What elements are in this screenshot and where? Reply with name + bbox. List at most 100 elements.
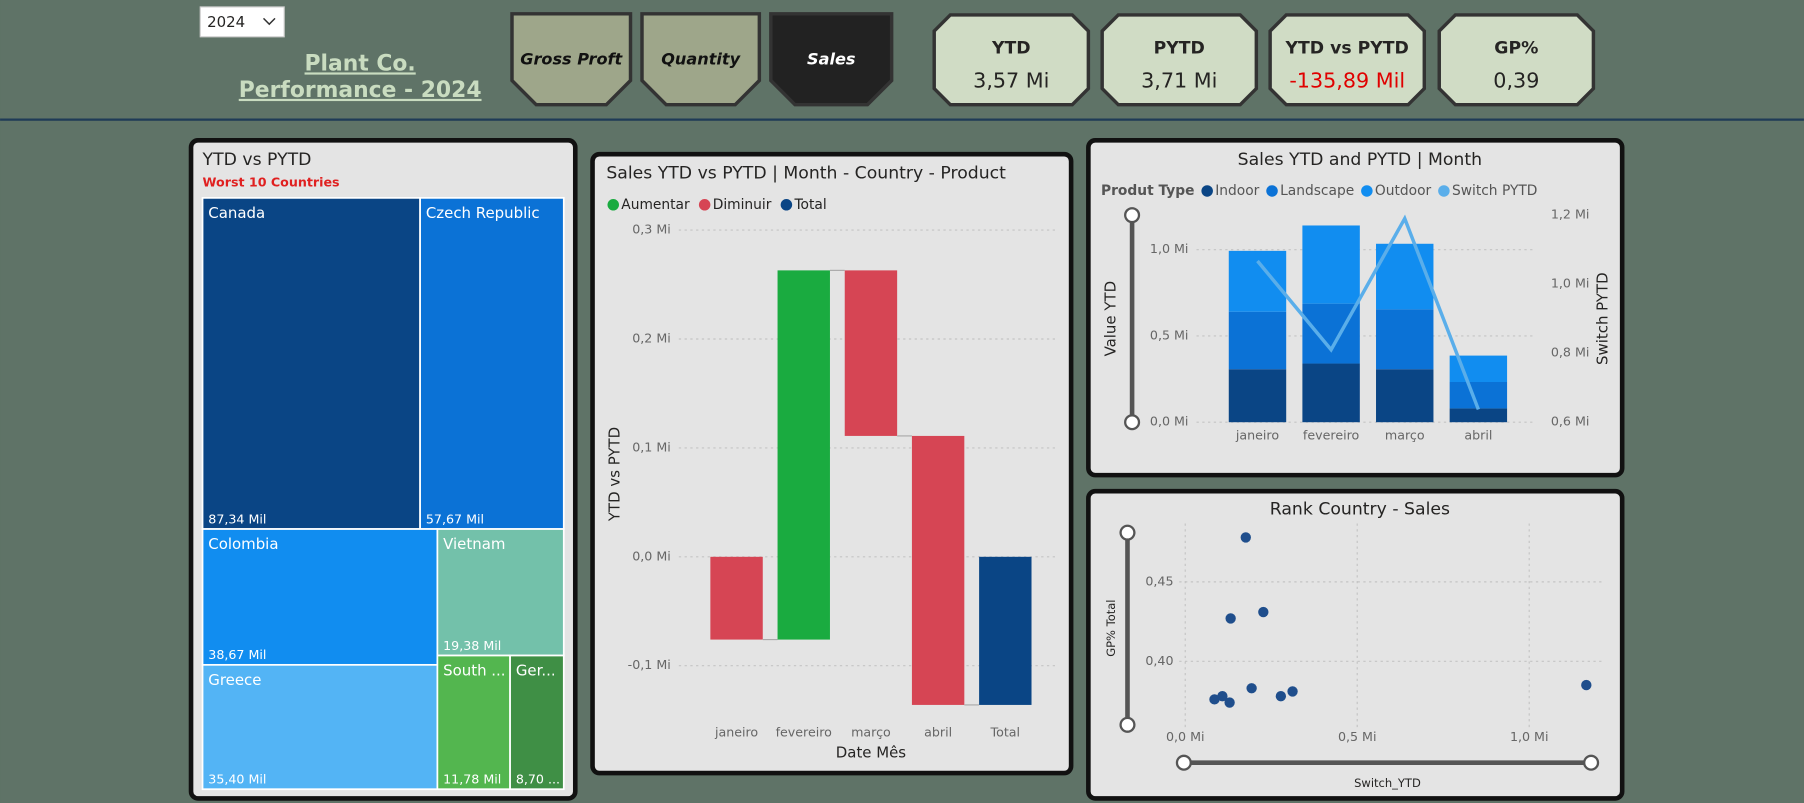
slider-handle[interactable]	[1124, 207, 1141, 224]
legend-swatch	[607, 199, 619, 211]
slider-handle[interactable]	[1583, 754, 1600, 771]
slider-handle[interactable]	[1175, 754, 1192, 771]
x-tick-label: 1,0 Mi	[1510, 729, 1549, 744]
legend-label: Aumentar	[621, 197, 690, 213]
y-tick-label: 1,0 Mi	[1150, 241, 1189, 256]
legend-label: Outdoor	[1375, 183, 1432, 199]
y2-tick-label: 1,2 Mi	[1551, 207, 1590, 222]
y-axis-title: GP% Total	[1104, 599, 1118, 656]
chart-title: YTD vs PYTD	[202, 150, 312, 170]
kpi-value: 0,39	[1493, 69, 1539, 93]
tile-label: South ...	[443, 662, 505, 680]
chart-title: Sales YTD vs PYTD | Month - Country - Pr…	[606, 164, 1006, 184]
slicer-button[interactable]	[510, 12, 633, 107]
page-title: Plant Co.	[305, 51, 416, 76]
combo-slider[interactable]	[1124, 207, 1141, 431]
bar	[979, 556, 1032, 705]
treemap-tile	[509, 654, 565, 791]
bar-segment	[1302, 363, 1360, 423]
y-tick-label: 0,2 Mi	[632, 330, 671, 345]
scatter-point	[1246, 683, 1257, 694]
select-chevron	[262, 17, 276, 26]
slider-handle[interactable]	[1119, 524, 1136, 541]
slicer-button-label[interactable]: Quantity	[661, 49, 741, 68]
y-tick-label: 0,0 Mi	[632, 548, 671, 563]
kpi-label: PYTD	[1154, 38, 1205, 58]
legend-swatch	[1266, 185, 1278, 197]
y-axis-title: Value YTD	[1101, 281, 1119, 357]
legend-label: Landscape	[1280, 183, 1354, 199]
scatter-point	[1258, 606, 1269, 618]
x-tick-label: abril	[924, 724, 952, 739]
x-tick-label: janeiro	[714, 724, 758, 739]
legend-swatch	[1201, 185, 1213, 197]
y2-tick-label: 0,6 Mi	[1551, 414, 1590, 429]
scatter-point	[1581, 679, 1592, 691]
treemap-tile	[201, 528, 439, 666]
slider-handle[interactable]	[1124, 414, 1141, 431]
slider-handle[interactable]	[1119, 716, 1136, 733]
x-tick-label: janeiro	[1235, 428, 1279, 443]
page-title: Performance - 2024	[239, 78, 482, 103]
treemap-tile	[201, 663, 439, 791]
tile-label: Colombia	[208, 535, 278, 553]
kpi-value: 3,71 Mi	[1141, 69, 1217, 93]
year-select-text[interactable]: 2024	[207, 13, 245, 31]
scatter-point	[1240, 532, 1251, 543]
legend-label: Switch PYTD	[1452, 183, 1538, 199]
y2-tick-label: 0,8 Mi	[1551, 345, 1590, 360]
x-tick-label: março	[1385, 428, 1425, 443]
tile-value-label: 19,38 Mil	[443, 638, 501, 653]
slicer-button-label[interactable]: Gross Proft	[520, 49, 623, 68]
line-series	[1256, 214, 1480, 411]
bar	[777, 270, 830, 640]
y-tick-label: 0,5 Mi	[1150, 327, 1189, 342]
tile-value-label: 38,67 Mil	[208, 647, 266, 662]
y-axis-title: YTD vs PYTD	[606, 427, 624, 522]
x-tick-label: abril	[1464, 428, 1492, 443]
slicer-button-label[interactable]: Sales	[807, 49, 856, 68]
scatter-point	[1209, 694, 1220, 705]
tile-label: Canada	[208, 204, 265, 222]
y-tick-label: 0,45	[1145, 573, 1173, 588]
scatter-point	[1217, 691, 1228, 702]
treemap-tile	[419, 197, 565, 530]
y-tick-label: 0,1 Mi	[632, 439, 671, 454]
bar-segment	[1376, 309, 1434, 370]
y2-tick-label: 1,0 Mi	[1551, 276, 1590, 291]
bar-segment	[1228, 369, 1287, 423]
legend-label: Total	[793, 197, 826, 213]
scatter-sliders[interactable]	[1119, 524, 1600, 771]
year-select[interactable]	[199, 6, 285, 38]
scatter-panel	[1086, 488, 1625, 801]
chart-subtitle: Worst 10 Countries	[203, 174, 340, 189]
scatter-point	[1224, 697, 1235, 708]
slicer-button[interactable]	[640, 12, 762, 107]
x-tick-label: Total	[990, 724, 1021, 739]
bar	[911, 435, 965, 705]
x-tick-label: fevereiro	[776, 724, 833, 739]
kpi-value: -135,89 Mil	[1289, 69, 1405, 93]
bar	[844, 270, 898, 436]
kpi-card	[1268, 13, 1427, 107]
slicer-button[interactable]	[769, 12, 894, 107]
bar-segment	[1376, 369, 1434, 423]
kpi-label: YTD vs PYTD	[1285, 38, 1409, 58]
tile-value-label: 87,34 Mil	[208, 511, 266, 526]
bar-segment	[1449, 382, 1508, 409]
kpi-label: GP%	[1494, 38, 1538, 58]
scatter-point	[1287, 686, 1298, 697]
kpi-label: YTD	[991, 38, 1031, 58]
bar-segment	[1228, 311, 1287, 370]
tile-label: Greece	[208, 671, 261, 689]
tile-value-label: 57,67 Mil	[426, 511, 484, 526]
treemap-tile	[201, 197, 421, 530]
bar-segment	[1449, 408, 1508, 423]
y-tick-label: -0,1 Mi	[628, 657, 671, 672]
legend-label: Indoor	[1215, 183, 1259, 199]
legend-swatch	[780, 199, 793, 211]
tile-label: Vietnam	[443, 535, 505, 553]
x-tick-label: 0,5 Mi	[1338, 729, 1377, 744]
kpi-card	[1100, 13, 1259, 107]
